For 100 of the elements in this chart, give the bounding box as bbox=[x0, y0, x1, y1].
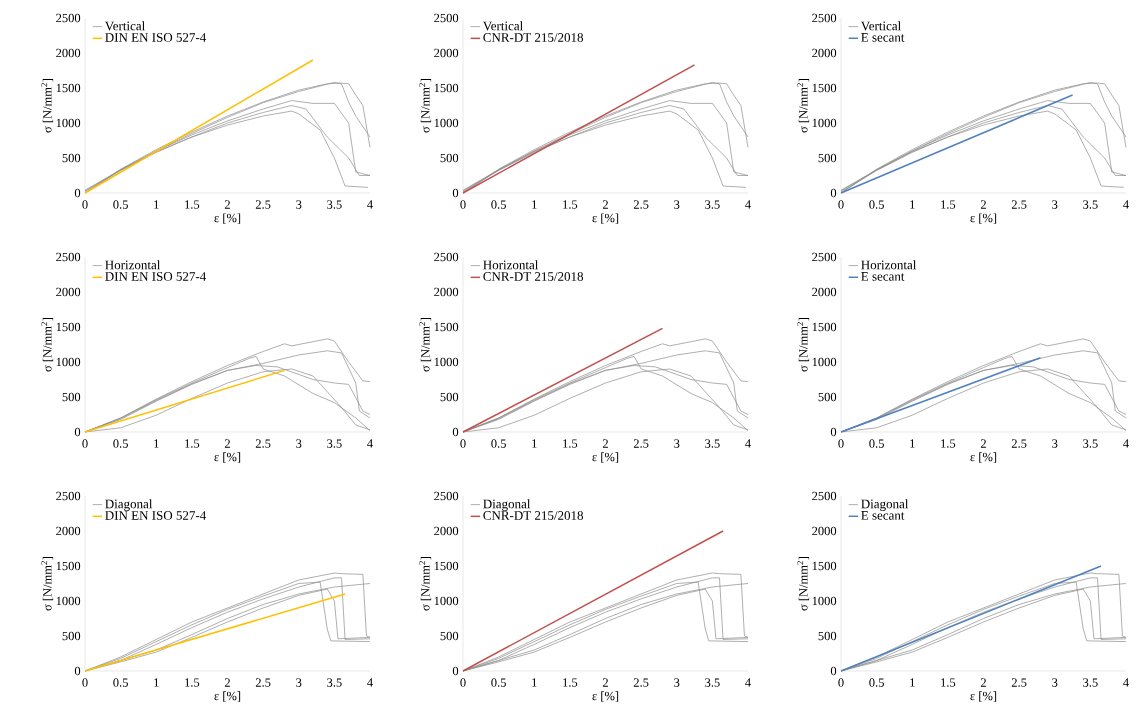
x-tick-label: 3.5 bbox=[705, 200, 720, 209]
x-tick-label: 3 bbox=[674, 439, 680, 448]
x-tick-label: 3.5 bbox=[705, 439, 720, 448]
y-tick-label: 1000 bbox=[434, 596, 459, 606]
y-tick-label: 0 bbox=[452, 188, 459, 198]
legend-label: CNR-DT 215/2018 bbox=[483, 33, 584, 42]
x-tick-label: 3 bbox=[296, 200, 302, 209]
x-tick-label: 1.5 bbox=[563, 678, 578, 687]
y-tick-label: 500 bbox=[818, 631, 837, 641]
y-tick-label: 1000 bbox=[812, 357, 837, 367]
x-tick-label: 2 bbox=[602, 439, 608, 448]
y-tick-label: 0 bbox=[74, 188, 81, 198]
x-tick-label: 4 bbox=[367, 200, 373, 209]
x-tick-label: 0.5 bbox=[869, 200, 884, 209]
x-tick-label: 3.5 bbox=[327, 678, 342, 687]
x-tick-label: 3 bbox=[1052, 200, 1058, 209]
x-tick-label: 0 bbox=[82, 439, 88, 448]
x-tick-label: 1.5 bbox=[563, 439, 578, 448]
x-tick-label: 3.5 bbox=[1083, 678, 1098, 687]
x-tick-label: 1.5 bbox=[185, 678, 200, 687]
legend-label: Horizontal bbox=[483, 260, 539, 270]
y-axis-title: σ [N/mm$^{2}$] bbox=[797, 317, 810, 372]
legend-label: E secant bbox=[861, 272, 905, 281]
x-tick-label: 3 bbox=[296, 439, 302, 448]
y-tick-label: 500 bbox=[440, 392, 459, 402]
y-tick-label: 1500 bbox=[56, 322, 81, 332]
y-tick-label: 1000 bbox=[56, 357, 81, 367]
x-tick-label: 2 bbox=[224, 678, 230, 687]
y-axis-title: σ [N/mm$^{2}$] bbox=[419, 78, 432, 133]
x-tick-label: 1 bbox=[910, 439, 915, 448]
x-tick-label: 1 bbox=[154, 200, 159, 209]
legend-label: CNR-DT 215/2018 bbox=[483, 272, 584, 281]
x-tick-label: 0.5 bbox=[113, 200, 128, 209]
y-tick-label: 2500 bbox=[56, 252, 81, 262]
y-tick-label: 2500 bbox=[434, 491, 459, 501]
x-tick-label: 0.5 bbox=[869, 678, 884, 687]
y-tick-label: 1000 bbox=[812, 118, 837, 128]
x-tick-label: 2 bbox=[224, 439, 230, 448]
x-tick-label: 2 bbox=[980, 678, 986, 687]
legend-label: Vertical bbox=[104, 21, 145, 31]
legend-label: DIN EN ISO 527-4 bbox=[105, 511, 207, 520]
y-tick-label: 0 bbox=[830, 666, 837, 676]
x-tick-label: 2.5 bbox=[633, 439, 649, 448]
x-tick-label: 2 bbox=[602, 678, 608, 687]
x-tick-label: 0 bbox=[838, 439, 844, 448]
x-tick-label: 4 bbox=[1123, 678, 1129, 687]
y-tick-label: 1000 bbox=[56, 596, 81, 606]
x-tick-label: 2.5 bbox=[255, 678, 271, 687]
x-tick-label: 3.5 bbox=[705, 678, 720, 687]
x-tick-label: 1 bbox=[532, 678, 537, 687]
y-tick-label: 2000 bbox=[812, 48, 837, 58]
legend-label: Diagonal bbox=[483, 499, 531, 512]
y-tick-label: 0 bbox=[74, 427, 81, 437]
y-tick-label: 2500 bbox=[812, 252, 837, 262]
x-tick-label: 3 bbox=[1052, 678, 1058, 687]
x-tick-label: 0 bbox=[460, 439, 466, 448]
x-tick-label: 0 bbox=[838, 200, 844, 209]
y-tick-label: 2000 bbox=[812, 287, 837, 297]
x-tick-label: 0.5 bbox=[113, 678, 128, 687]
y-tick-label: 1500 bbox=[56, 83, 81, 93]
x-tick-label: 1.5 bbox=[185, 200, 200, 209]
y-tick-label: 1500 bbox=[434, 83, 459, 93]
x-tick-label: 1.5 bbox=[941, 439, 956, 448]
y-axis-title: σ [N/mm$^{2}$] bbox=[41, 317, 54, 372]
x-tick-label: 0.5 bbox=[491, 200, 506, 209]
x-tick-label: 2 bbox=[224, 200, 230, 209]
y-tick-label: 2000 bbox=[812, 526, 837, 536]
x-tick-label: 0.5 bbox=[869, 439, 884, 448]
legend-label: E secant bbox=[861, 33, 905, 42]
legend-label: DIN EN ISO 527-4 bbox=[105, 272, 207, 281]
x-tick-label: 4 bbox=[1123, 200, 1129, 209]
x-tick-label: 4 bbox=[745, 200, 751, 209]
x-tick-label: 1.5 bbox=[563, 200, 578, 209]
x-tick-label: 0 bbox=[82, 678, 88, 687]
x-tick-label: 3.5 bbox=[327, 439, 342, 448]
x-tick-label: 2.5 bbox=[633, 200, 649, 209]
x-tick-label: 4 bbox=[745, 678, 751, 687]
x-tick-label: 2.5 bbox=[255, 200, 271, 209]
x-tick-label: 3 bbox=[1052, 439, 1058, 448]
x-axis-title: ε [%] bbox=[970, 213, 997, 224]
y-tick-label: 2000 bbox=[434, 526, 459, 536]
y-tick-label: 500 bbox=[818, 153, 837, 163]
x-tick-label: 1.5 bbox=[941, 678, 956, 687]
x-axis-title: ε [%] bbox=[592, 452, 619, 463]
x-tick-label: 0 bbox=[460, 678, 466, 687]
y-tick-label: 0 bbox=[830, 188, 837, 198]
x-axis-title: ε [%] bbox=[970, 452, 997, 463]
x-tick-label: 2.5 bbox=[1011, 439, 1027, 448]
x-tick-label: 3.5 bbox=[327, 200, 342, 209]
x-tick-label: 0.5 bbox=[491, 439, 506, 448]
legend-label: Diagonal bbox=[105, 499, 153, 512]
y-tick-label: 500 bbox=[818, 392, 837, 402]
y-axis-title: σ [N/mm$^{2}$] bbox=[419, 556, 432, 611]
y-tick-label: 2500 bbox=[812, 491, 837, 501]
y-tick-label: 1000 bbox=[434, 118, 459, 128]
y-tick-label: 1500 bbox=[812, 561, 837, 571]
legend-label: Horizontal bbox=[105, 260, 161, 270]
x-tick-label: 4 bbox=[745, 439, 751, 448]
legend-label: Vertical bbox=[860, 21, 901, 31]
y-tick-label: 1500 bbox=[434, 561, 459, 571]
